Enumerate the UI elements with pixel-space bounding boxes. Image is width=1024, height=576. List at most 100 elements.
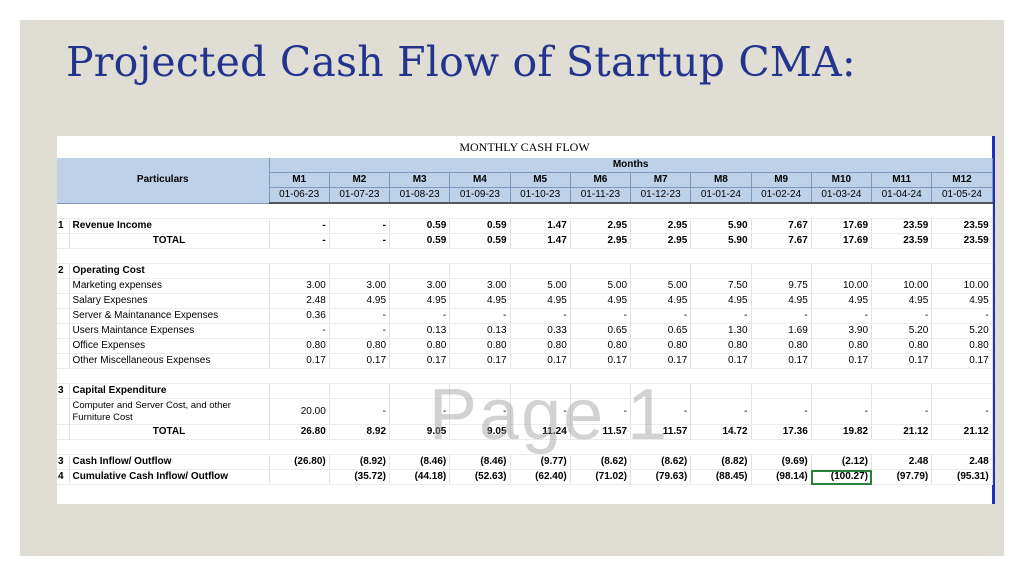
value-cell[interactable] — [871, 263, 933, 279]
serial-number-cell[interactable]: 1 — [57, 218, 70, 234]
value-cell[interactable]: - — [329, 218, 391, 234]
value-cell[interactable]: 0.80 — [690, 338, 752, 354]
value-cell[interactable] — [329, 263, 391, 279]
value-cell[interactable]: - — [630, 398, 692, 425]
value-cell[interactable]: 21.12 — [931, 424, 993, 440]
value-cell[interactable]: 4.95 — [630, 293, 692, 309]
value-cell[interactable]: 5.20 — [931, 323, 993, 339]
value-cell[interactable]: 5.20 — [871, 323, 933, 339]
row-label-cell[interactable]: TOTAL — [69, 424, 270, 440]
value-cell[interactable]: 1.69 — [751, 323, 812, 339]
value-cell[interactable]: (8.62) — [570, 454, 632, 470]
value-cell[interactable]: 0.17 — [931, 353, 993, 369]
value-cell[interactable]: 0.17 — [389, 353, 451, 369]
value-cell[interactable]: - — [329, 398, 391, 425]
value-cell[interactable]: (97.79) — [871, 469, 933, 485]
value-cell[interactable] — [751, 383, 812, 399]
value-cell[interactable]: - — [570, 308, 632, 324]
value-cell[interactable]: 5.00 — [630, 278, 692, 294]
value-cell[interactable]: - — [269, 323, 330, 339]
value-cell[interactable]: 21.12 — [871, 424, 933, 440]
value-cell[interactable] — [269, 469, 330, 485]
row-label-cell[interactable]: Server & Maintanance Expenses — [69, 308, 270, 324]
value-cell[interactable]: (100.27) — [811, 469, 873, 485]
value-cell[interactable]: - — [389, 398, 451, 425]
value-cell[interactable]: 0.17 — [570, 353, 632, 369]
value-cell[interactable]: 14.72 — [690, 424, 752, 440]
value-cell[interactable]: 17.69 — [811, 218, 873, 234]
serial-number-cell[interactable] — [57, 398, 70, 425]
value-cell[interactable]: - — [690, 398, 752, 425]
value-cell[interactable]: 4.95 — [751, 293, 812, 309]
value-cell[interactable]: 0.59 — [449, 233, 511, 249]
serial-number-cell[interactable] — [57, 353, 70, 369]
value-cell[interactable]: 0.33 — [510, 323, 571, 339]
value-cell[interactable]: 0.80 — [630, 338, 692, 354]
value-cell[interactable]: 3.00 — [329, 278, 391, 294]
value-cell[interactable]: 5.00 — [510, 278, 571, 294]
value-cell[interactable]: 0.80 — [871, 338, 933, 354]
value-cell[interactable]: 17.36 — [751, 424, 812, 440]
value-cell[interactable]: 23.59 — [871, 233, 933, 249]
value-cell[interactable]: 0.17 — [449, 353, 511, 369]
value-cell[interactable]: 7.50 — [690, 278, 752, 294]
value-cell[interactable]: 0.13 — [449, 323, 511, 339]
value-cell[interactable]: 0.80 — [931, 338, 993, 354]
value-cell[interactable]: 2.95 — [570, 218, 632, 234]
value-cell[interactable]: 1.47 — [510, 233, 571, 249]
value-cell[interactable]: (9.77) — [510, 454, 571, 470]
value-cell[interactable]: - — [811, 308, 873, 324]
value-cell[interactable]: 0.59 — [389, 218, 451, 234]
value-cell[interactable]: - — [871, 398, 933, 425]
value-cell[interactable]: 7.67 — [751, 218, 812, 234]
row-label-cell[interactable]: Users Maintance Expenses — [69, 323, 270, 339]
value-cell[interactable] — [811, 383, 873, 399]
value-cell[interactable]: - — [510, 398, 571, 425]
value-cell[interactable]: (52.63) — [449, 469, 511, 485]
serial-number-cell[interactable] — [57, 233, 70, 249]
value-cell[interactable]: 0.17 — [690, 353, 752, 369]
value-cell[interactable]: 0.36 — [269, 308, 330, 324]
value-cell[interactable]: 10.00 — [871, 278, 933, 294]
row-label-cell[interactable]: Revenue Income — [69, 218, 270, 234]
value-cell[interactable]: - — [751, 308, 812, 324]
value-cell[interactable]: 4.95 — [449, 293, 511, 309]
value-cell[interactable]: 0.17 — [811, 353, 873, 369]
value-cell[interactable]: (88.45) — [690, 469, 752, 485]
value-cell[interactable]: - — [269, 233, 330, 249]
value-cell[interactable]: - — [329, 323, 391, 339]
row-label-cell[interactable]: Operating Cost — [69, 263, 270, 279]
value-cell[interactable]: 11.57 — [570, 424, 632, 440]
value-cell[interactable]: (62.40) — [510, 469, 571, 485]
value-cell[interactable] — [449, 383, 511, 399]
value-cell[interactable]: (35.72) — [329, 469, 391, 485]
value-cell[interactable]: - — [449, 398, 511, 425]
value-cell[interactable]: (95.31) — [931, 469, 993, 485]
value-cell[interactable] — [811, 263, 873, 279]
value-cell[interactable]: 3.00 — [389, 278, 451, 294]
value-cell[interactable]: 0.59 — [389, 233, 451, 249]
value-cell[interactable]: (9.69) — [751, 454, 812, 470]
value-cell[interactable] — [630, 263, 692, 279]
value-cell[interactable]: 0.59 — [449, 218, 511, 234]
value-cell[interactable]: (8.46) — [449, 454, 511, 470]
value-cell[interactable]: 0.80 — [751, 338, 812, 354]
row-label-cell[interactable]: Computer and Server Cost, and other Furn… — [69, 398, 270, 425]
value-cell[interactable]: 20.00 — [269, 398, 330, 425]
value-cell[interactable]: 3.00 — [449, 278, 511, 294]
value-cell[interactable]: - — [510, 308, 571, 324]
value-cell[interactable]: 3.00 — [269, 278, 330, 294]
value-cell[interactable]: 5.90 — [690, 233, 752, 249]
value-cell[interactable]: 2.95 — [630, 218, 692, 234]
value-cell[interactable] — [630, 383, 692, 399]
value-cell[interactable]: 19.82 — [811, 424, 873, 440]
value-cell[interactable]: - — [269, 218, 330, 234]
value-cell[interactable]: 9.05 — [449, 424, 511, 440]
value-cell[interactable]: (8.62) — [630, 454, 692, 470]
serial-number-cell[interactable]: 2 — [57, 263, 70, 279]
value-cell[interactable] — [389, 263, 451, 279]
value-cell[interactable]: 5.00 — [570, 278, 632, 294]
value-cell[interactable]: 2.95 — [570, 233, 632, 249]
value-cell[interactable]: 4.95 — [570, 293, 632, 309]
value-cell[interactable]: 4.95 — [329, 293, 391, 309]
